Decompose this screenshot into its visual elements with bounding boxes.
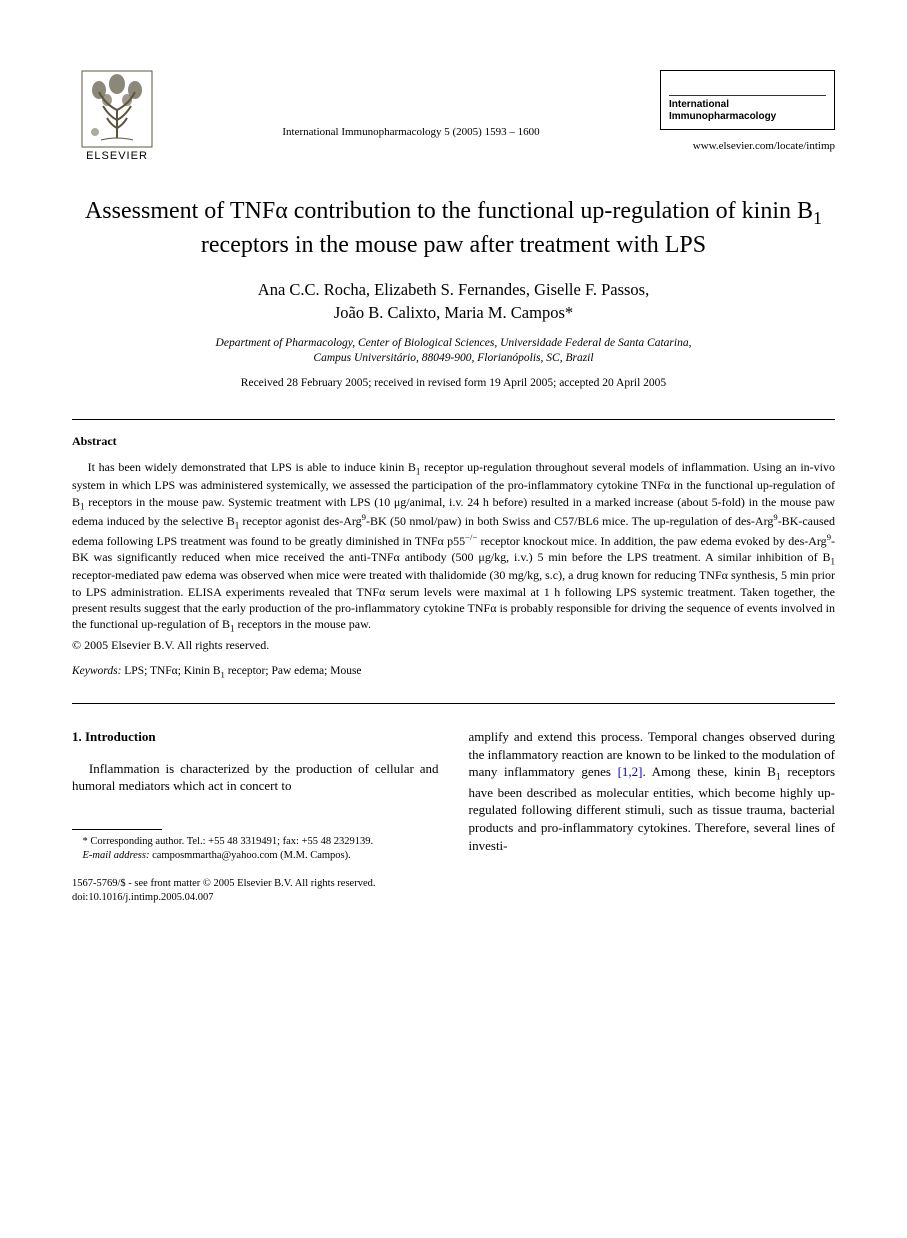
- email-footnote: E-mail address: camposmmartha@yahoo.com …: [72, 849, 439, 863]
- section-1-heading: 1. Introduction: [72, 728, 439, 746]
- abstract-copyright: © 2005 Elsevier B.V. All rights reserved…: [72, 637, 835, 653]
- affiliation: Department of Pharmacology, Center of Bi…: [72, 336, 835, 367]
- front-matter-line: 1567-5769/$ - see front matter © 2005 El…: [72, 877, 439, 891]
- corresponding-author-footnote: * Corresponding author. Tel.: +55 48 331…: [72, 835, 439, 849]
- body-columns: 1. Introduction Inflammation is characte…: [72, 728, 835, 905]
- keywords-label: Keywords:: [72, 665, 121, 677]
- footnote-separator: [72, 829, 162, 830]
- intro-para-1: Inflammation is characterized by the pro…: [72, 760, 439, 795]
- elsevier-tree-logo: [81, 70, 153, 148]
- publisher-block: ELSEVIER: [72, 70, 162, 162]
- keywords-line: Keywords: LPS; TNFα; Kinin B1 receptor; …: [72, 665, 835, 679]
- email-label: E-mail address:: [83, 850, 150, 861]
- rule-top: [72, 419, 835, 420]
- article-title: Assessment of TNFα contribution to the f…: [72, 196, 835, 261]
- journal-name-line1: International: [669, 99, 826, 111]
- keywords-values: LPS; TNFα; Kinin B1 receptor; Paw edema;…: [121, 665, 361, 677]
- abstract-heading: Abstract: [72, 434, 835, 449]
- journal-block: International Immunopharmacology www.els…: [660, 70, 835, 152]
- intro-para-1-continued: amplify and extend this process. Tempora…: [469, 728, 836, 854]
- journal-name-line2: Immunopharmacology: [669, 111, 826, 123]
- abstract-body: It has been widely demonstrated that LPS…: [72, 459, 835, 635]
- publisher-name: ELSEVIER: [86, 150, 148, 162]
- column-right: amplify and extend this process. Tempora…: [469, 728, 836, 905]
- citation-line: International Immunopharmacology 5 (2005…: [162, 70, 660, 138]
- email-value: camposmmartha@yahoo.com (M.M. Campos).: [149, 850, 350, 861]
- journal-cover-thumb: International Immunopharmacology: [660, 70, 835, 130]
- article-dates: Received 28 February 2005; received in r…: [72, 377, 835, 389]
- rule-bottom: [72, 703, 835, 704]
- author-list: Ana C.C. Rocha, Elizabeth S. Fernandes, …: [72, 279, 835, 324]
- doi-line: doi:10.1016/j.intimp.2005.04.007: [72, 891, 439, 905]
- page-header: ELSEVIER International Immunopharmacolog…: [72, 70, 835, 162]
- journal-url: www.elsevier.com/locate/intimp: [660, 140, 835, 152]
- column-left: 1. Introduction Inflammation is characte…: [72, 728, 439, 905]
